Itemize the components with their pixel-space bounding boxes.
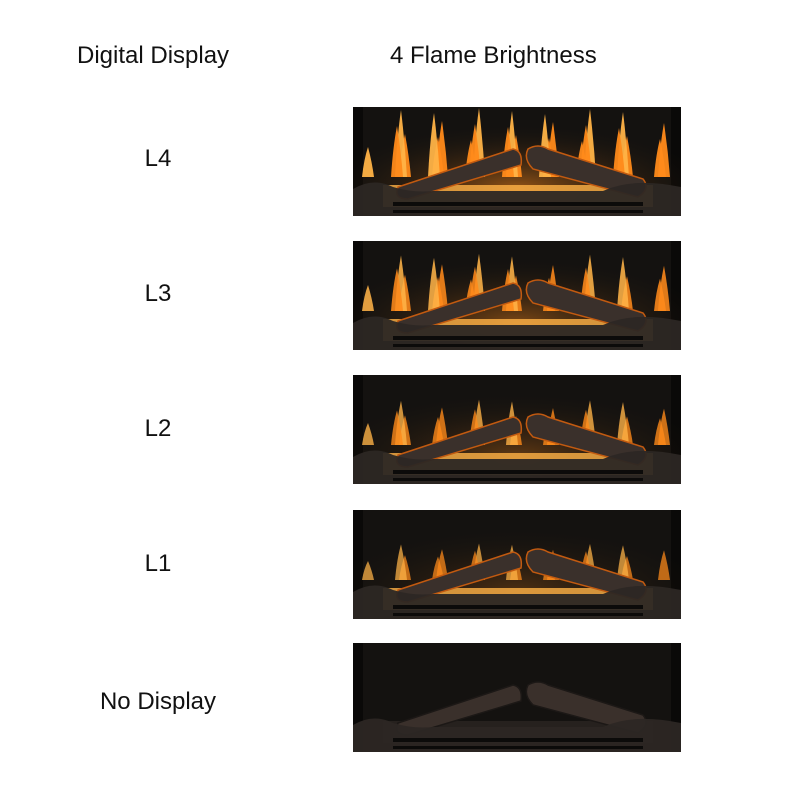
flame bbox=[391, 268, 403, 311]
coal-bed bbox=[353, 585, 681, 619]
fireplace-image-l1 bbox=[353, 510, 681, 619]
coal-bed bbox=[353, 718, 681, 752]
flame bbox=[428, 113, 440, 177]
level-label-l2: L2 bbox=[144, 415, 172, 442]
coal-bed bbox=[353, 450, 681, 484]
flame bbox=[654, 278, 666, 311]
fireplace-image-l4 bbox=[353, 107, 681, 216]
flame bbox=[428, 257, 440, 311]
flame bbox=[391, 410, 403, 445]
fireplace-svg bbox=[353, 375, 681, 484]
grate bbox=[393, 613, 643, 616]
digital-display-header: Digital Display bbox=[77, 42, 230, 69]
flame bbox=[432, 417, 444, 445]
grate bbox=[393, 336, 643, 340]
flame bbox=[654, 139, 666, 177]
level-label-l3: L3 bbox=[144, 280, 172, 307]
flame-brightness-header: 4 Flame Brightness bbox=[390, 42, 597, 69]
fireplace-svg bbox=[353, 510, 681, 619]
flame bbox=[395, 544, 407, 580]
fireplace-image-off bbox=[353, 643, 681, 752]
flame bbox=[391, 126, 403, 177]
grate bbox=[393, 210, 643, 213]
fireplace-image-l2 bbox=[353, 375, 681, 484]
grate bbox=[393, 746, 643, 749]
flame bbox=[362, 147, 374, 177]
fireplace-svg bbox=[353, 643, 681, 752]
flame bbox=[617, 545, 629, 580]
grate bbox=[393, 478, 643, 481]
grate bbox=[393, 344, 643, 347]
level-label-l4: L4 bbox=[144, 145, 172, 172]
level-label-off: No Display bbox=[99, 688, 217, 715]
grate bbox=[393, 605, 643, 609]
grate bbox=[393, 738, 643, 742]
flame bbox=[362, 285, 374, 311]
flame bbox=[658, 550, 670, 580]
grate bbox=[393, 470, 643, 474]
coal-bed bbox=[353, 182, 681, 216]
level-label-l1: L1 bbox=[144, 550, 172, 577]
flame bbox=[362, 423, 374, 445]
fireplace-svg bbox=[353, 107, 681, 216]
fireplace-svg bbox=[353, 241, 681, 350]
fireplace-image-l3 bbox=[353, 241, 681, 350]
flame bbox=[613, 128, 625, 177]
coal-bed bbox=[353, 316, 681, 350]
grate bbox=[393, 202, 643, 206]
flame bbox=[362, 561, 374, 580]
flame bbox=[617, 402, 629, 445]
flame bbox=[432, 556, 444, 580]
flame bbox=[654, 418, 666, 445]
flame bbox=[617, 257, 629, 311]
